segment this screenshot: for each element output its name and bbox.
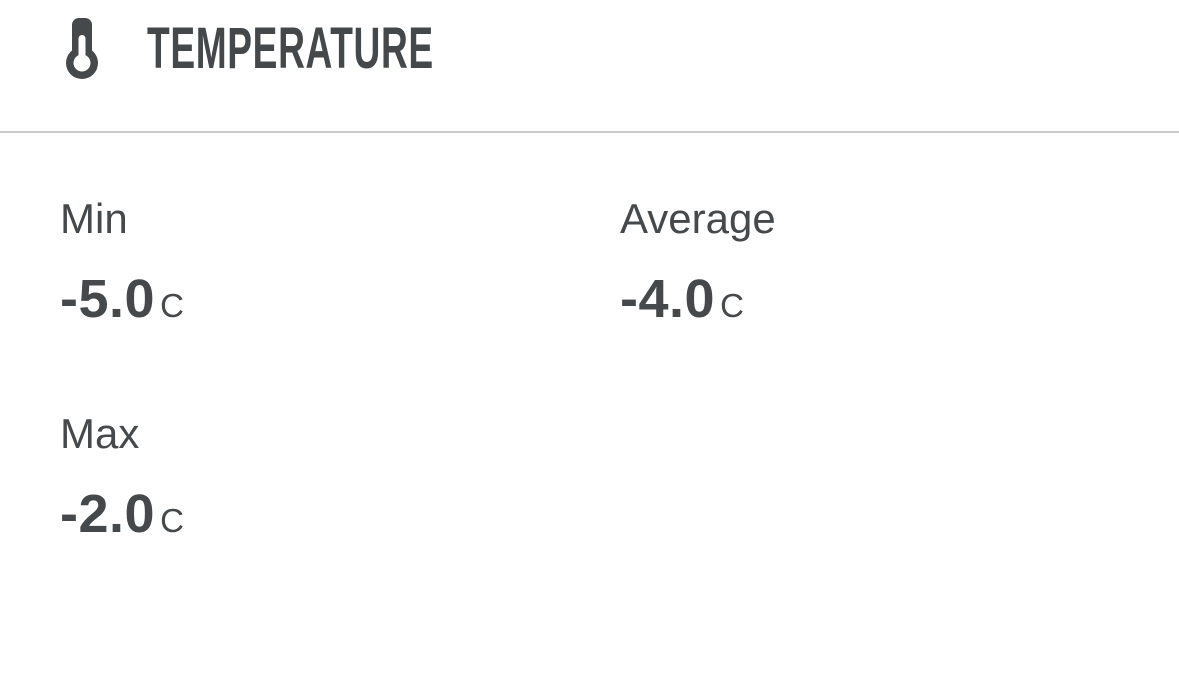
stat-max-unit: C	[160, 502, 184, 539]
panel-header: TEMPERATURE	[0, 0, 1179, 133]
stat-min-value: -5.0 C	[60, 271, 620, 334]
thermometer-icon	[65, 18, 99, 80]
stat-average-value: -4.0 C	[620, 271, 1179, 334]
stat-max-label: Max	[60, 410, 140, 457]
panel-title: TEMPERATURE	[147, 16, 434, 81]
stat-max-number: -2.0	[60, 484, 156, 544]
stat-min-number: -5.0	[60, 269, 156, 329]
stats-grid: Min -5.0 C Average -4.0 C Max -2.0 C	[0, 133, 1179, 549]
panel-header-inner: TEMPERATURE	[65, 18, 595, 80]
stat-min: Min -5.0 C	[60, 197, 620, 334]
stat-average-label: Average	[620, 195, 776, 242]
stat-min-label: Min	[60, 195, 128, 242]
stat-average-unit: C	[720, 287, 744, 324]
stat-max-value: -2.0 C	[60, 486, 620, 549]
stat-max: Max -2.0 C	[60, 412, 620, 549]
stat-average: Average -4.0 C	[620, 197, 1179, 334]
stat-min-unit: C	[160, 287, 184, 324]
stat-average-number: -4.0	[620, 269, 716, 329]
